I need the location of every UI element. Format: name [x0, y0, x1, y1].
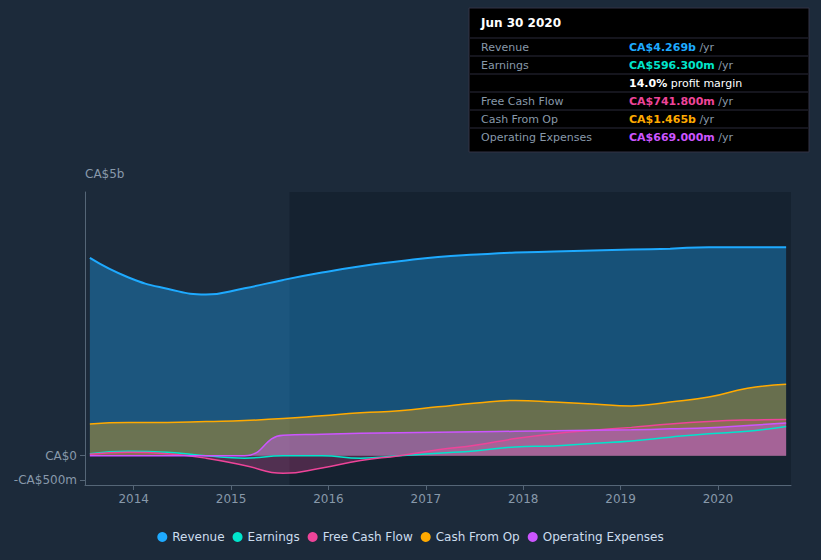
svg-text:Earnings: Earnings	[248, 530, 300, 544]
svg-text:2015: 2015	[216, 492, 247, 506]
svg-text:Free Cash Flow: Free Cash Flow	[481, 95, 564, 108]
svg-text:/yr: /yr	[715, 131, 734, 144]
svg-text:CA$4.269b: CA$4.269b	[629, 41, 696, 54]
svg-text:2018: 2018	[508, 492, 539, 506]
svg-text:Cash From Op: Cash From Op	[436, 530, 520, 544]
svg-text:Jun 30 2020: Jun 30 2020	[480, 16, 561, 30]
svg-text:Free Cash Flow: Free Cash Flow	[323, 530, 413, 544]
svg-text:2020: 2020	[703, 492, 734, 506]
svg-text:2017: 2017	[411, 492, 442, 506]
svg-text:/yr: /yr	[715, 95, 734, 108]
svg-text:CA$5b: CA$5b	[85, 167, 124, 181]
svg-text:CA$596.300m: CA$596.300m	[629, 59, 715, 72]
svg-text:Operating Expenses: Operating Expenses	[481, 131, 592, 144]
svg-text:-CA$500m: -CA$500m	[14, 473, 77, 487]
svg-text:Earnings: Earnings	[481, 59, 529, 72]
svg-text:CA$669.000m: CA$669.000m	[629, 131, 715, 144]
svg-text:/yr: /yr	[715, 59, 734, 72]
svg-text:CA$1.465b: CA$1.465b	[629, 113, 696, 126]
svg-text:2016: 2016	[313, 492, 344, 506]
svg-text:profit margin: profit margin	[667, 77, 742, 90]
svg-text:/yr: /yr	[696, 113, 715, 126]
svg-text:2019: 2019	[605, 492, 636, 506]
svg-text:Revenue: Revenue	[481, 41, 529, 54]
svg-text:/yr: /yr	[696, 41, 715, 54]
svg-text:Operating Expenses: Operating Expenses	[543, 530, 664, 544]
svg-text:2014: 2014	[118, 492, 149, 506]
svg-text:14.0%: 14.0%	[629, 77, 667, 90]
svg-text:Revenue: Revenue	[172, 530, 224, 544]
svg-text:CA$0: CA$0	[45, 449, 77, 463]
svg-text:Cash From Op: Cash From Op	[481, 113, 558, 126]
svg-text:CA$741.800m: CA$741.800m	[629, 95, 715, 108]
